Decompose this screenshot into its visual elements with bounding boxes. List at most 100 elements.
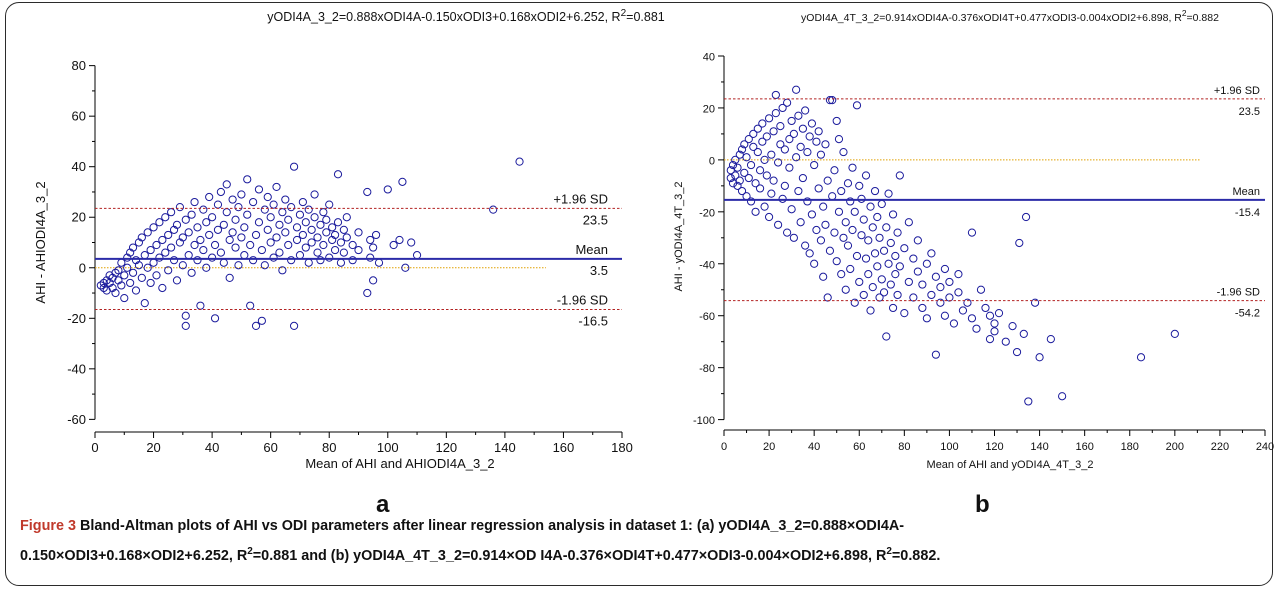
data-point — [228, 228, 237, 237]
data-point — [760, 202, 769, 211]
data-point — [369, 243, 378, 252]
chart-title-suffix: =0.881 — [626, 10, 665, 24]
data-point — [246, 240, 255, 250]
data-point — [740, 140, 749, 149]
data-point — [199, 205, 208, 214]
data-point — [801, 241, 810, 250]
data-point — [263, 192, 272, 202]
data-point — [304, 258, 313, 267]
data-point — [322, 228, 331, 237]
data-point — [243, 175, 252, 184]
data-point — [744, 173, 753, 183]
data-point — [893, 290, 902, 300]
data-point — [240, 251, 249, 260]
data-point — [857, 194, 866, 203]
data-point — [167, 208, 176, 217]
data-point — [816, 150, 826, 159]
data-point — [354, 228, 363, 237]
panel-label-a: a — [376, 491, 390, 518]
data-point — [744, 135, 753, 144]
data-point — [848, 163, 857, 172]
data-point — [328, 223, 337, 232]
x-tick-label: 80 — [322, 440, 336, 455]
data-point — [918, 280, 927, 289]
data-point — [913, 236, 922, 245]
data-point — [155, 253, 164, 262]
data-point — [172, 276, 182, 285]
data-point — [733, 163, 742, 172]
data-point — [726, 173, 735, 183]
data-point — [850, 207, 859, 216]
data-point — [922, 314, 931, 323]
reference-line-label: Mean — [1232, 186, 1260, 198]
data-point — [954, 270, 963, 279]
data-point — [737, 186, 747, 196]
data-point — [254, 185, 264, 194]
data-point — [746, 197, 756, 206]
x-tick-label: 140 — [494, 440, 516, 455]
data-point — [369, 276, 378, 285]
x-tick-label: 180 — [611, 440, 633, 455]
data-point — [746, 160, 756, 170]
data-point — [275, 248, 284, 257]
data-point — [161, 248, 170, 257]
data-point — [210, 240, 220, 250]
data-point — [96, 281, 105, 290]
data-point — [325, 200, 334, 209]
data-point — [771, 109, 780, 118]
data-point — [764, 212, 774, 222]
data-point — [798, 124, 807, 133]
y-tick-label: -20 — [699, 207, 715, 219]
data-point — [167, 243, 176, 252]
x-tick-label: 120 — [435, 440, 457, 455]
data-point — [936, 283, 945, 292]
data-point — [900, 309, 909, 318]
data-point — [123, 263, 132, 272]
data-point — [184, 251, 193, 260]
data-point — [222, 208, 231, 217]
data-point — [333, 170, 343, 179]
data-point — [758, 119, 767, 128]
data-point — [731, 155, 740, 164]
data-point — [909, 293, 918, 302]
data-point — [131, 286, 141, 295]
data-point — [931, 350, 940, 359]
data-point — [886, 280, 895, 289]
plot-b: yODI4A_4T_3_2=0.914xODI4A-0.376xODI4T+0.… — [673, 8, 1274, 471]
data-point — [771, 90, 780, 100]
caption-text-1: Bland-Altman plots of AHI vs ODI paramet… — [75, 518, 905, 534]
reference-line-value: 23.5 — [583, 212, 608, 227]
plot-a: yODI4A_3_2=0.888xODI4A-0.150xODI3+0.168x… — [33, 8, 665, 471]
data-point — [199, 245, 208, 255]
data-point — [778, 194, 787, 203]
data-point — [821, 220, 830, 229]
data-point — [287, 203, 296, 212]
data-point — [146, 278, 155, 288]
data-point — [205, 230, 214, 240]
data-point — [234, 203, 243, 212]
data-point — [219, 258, 228, 267]
data-point — [769, 176, 778, 185]
data-point — [895, 262, 904, 271]
data-point — [143, 263, 152, 272]
data-point — [184, 228, 193, 237]
data-point — [807, 210, 817, 219]
data-point — [994, 309, 1004, 318]
data-point — [196, 301, 205, 310]
data-point — [762, 171, 771, 180]
y-tick-label: -20 — [67, 311, 86, 326]
x-tick-label: 160 — [1075, 441, 1093, 453]
x-tick-label: 200 — [1166, 441, 1184, 453]
data-point — [205, 192, 214, 202]
data-point — [348, 256, 357, 265]
data-point — [913, 267, 922, 276]
y-tick-label: -80 — [699, 363, 715, 375]
figure-plots: yODI4A_3_2=0.888xODI4A-0.150xODI3+0.168x… — [33, 8, 1274, 471]
data-point — [164, 266, 173, 275]
data-point — [237, 190, 246, 199]
data-point — [260, 261, 269, 270]
data-point — [767, 189, 776, 198]
data-point — [787, 205, 796, 214]
data-point — [366, 253, 375, 262]
data-point — [284, 240, 293, 250]
